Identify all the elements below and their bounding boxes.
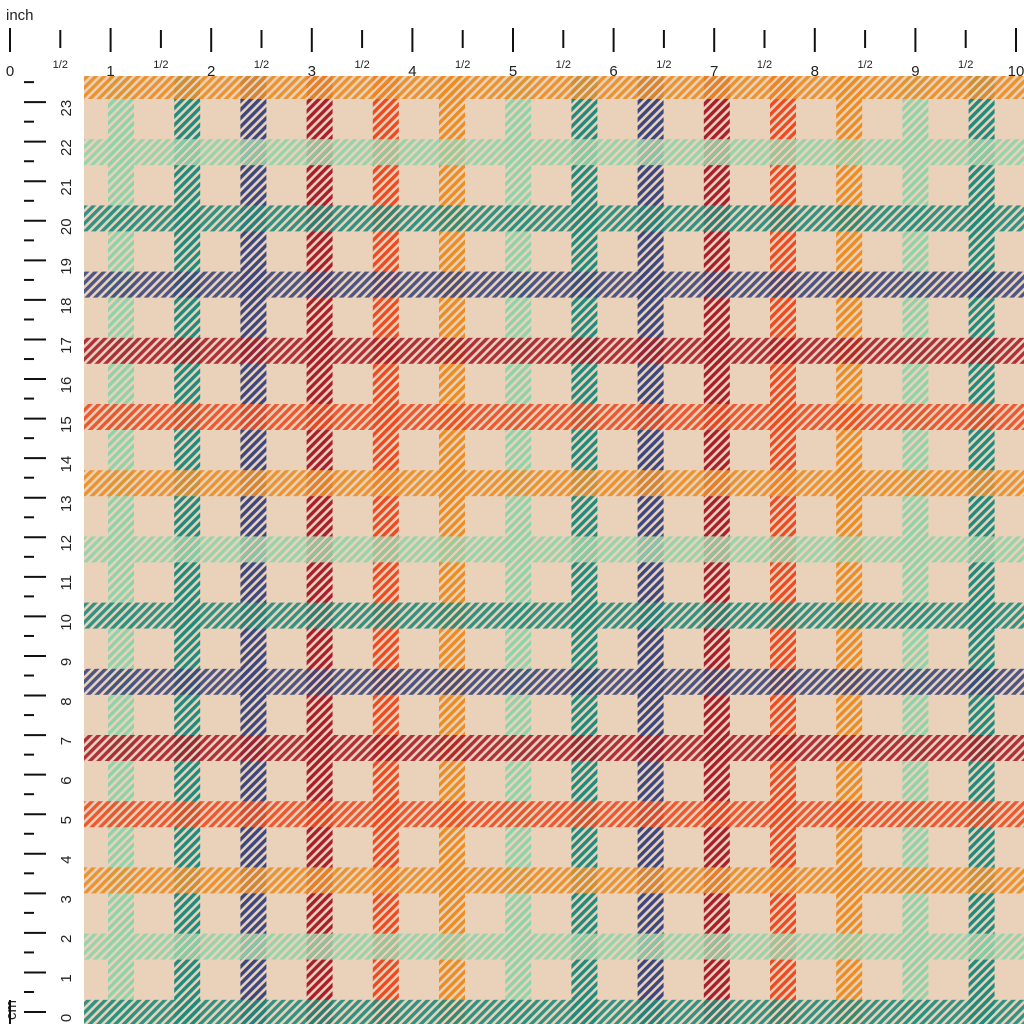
- horizontal-stripe: [84, 139, 1024, 166]
- cm-label: 21: [58, 179, 75, 196]
- horizontal-stripe: [84, 337, 1024, 364]
- fabric: [84, 76, 1024, 1024]
- horizontal-stripe: [84, 801, 1024, 828]
- cm-label: 8: [58, 697, 75, 705]
- cm-label: 12: [58, 535, 75, 552]
- horizontal-stripe: [84, 933, 1024, 960]
- cm-label: 20: [58, 218, 75, 235]
- stripes: [84, 76, 1024, 1024]
- inch-label: 1: [106, 63, 114, 80]
- horizontal-stripe: [84, 536, 1024, 563]
- inch-label: 1/2: [53, 59, 68, 71]
- inch-label: 1/2: [656, 59, 671, 71]
- inch-label: 10: [1008, 63, 1024, 80]
- cm-label: 23: [58, 100, 75, 117]
- horizontal-stripe: [84, 735, 1024, 761]
- cm-unit: cm: [3, 1000, 20, 1020]
- inch-label: 1/2: [354, 59, 369, 71]
- inch-label: 4: [408, 63, 416, 80]
- cm-label: 16: [58, 377, 75, 394]
- inch-unit: inch: [6, 7, 34, 24]
- inch-label: 1/2: [556, 59, 571, 71]
- cm-label: 22: [58, 139, 75, 156]
- horizontal-stripe: [84, 470, 1024, 497]
- inch-label: 1/2: [254, 59, 269, 71]
- horizontal-stripe: [84, 867, 1024, 894]
- cm-label: 7: [58, 737, 75, 745]
- inch-label: 0: [6, 63, 14, 80]
- horizontal-stripe: [84, 668, 1024, 695]
- cm-label: 17: [58, 337, 75, 354]
- rulers: 0 1/2 1 1/2 2 1/2 3 1/2 4 1/2 5 1/2 6 1/2 7 1/2 8 1/2 9 1/2…: [6, 28, 1024, 1024]
- inch-label: 3: [308, 63, 316, 80]
- horizontal-stripe: [84, 404, 1024, 430]
- cm-label: 18: [58, 298, 75, 315]
- cm-label: 2: [58, 935, 75, 943]
- horizontal-stripe: [84, 602, 1024, 629]
- inch-label: 1/2: [153, 59, 168, 71]
- cm-label: 13: [58, 495, 75, 512]
- cm-label: 9: [58, 658, 75, 666]
- inch-label: 6: [609, 63, 617, 80]
- cm-label: 5: [58, 816, 75, 824]
- cm-label: 11: [58, 575, 75, 591]
- cm-label: 15: [58, 416, 75, 433]
- inch-label: 9: [911, 63, 919, 80]
- horizontal-stripe: [84, 999, 1024, 1024]
- inch-label: 1/2: [455, 59, 470, 71]
- cm-label: 10: [58, 614, 75, 631]
- inch-label: 5: [509, 63, 517, 80]
- inch-label: 2: [207, 63, 215, 80]
- horizontal-stripe: [84, 271, 1024, 298]
- cm-label: 1: [58, 974, 75, 982]
- inch-label: 1/2: [757, 59, 772, 71]
- horizontal-stripe: [84, 205, 1024, 232]
- cm-label: 19: [58, 258, 75, 275]
- inch-label: 1/2: [958, 59, 973, 71]
- horizontal-stripe: [84, 76, 1024, 99]
- cm-label: 4: [58, 856, 75, 864]
- cm-label: 14: [58, 456, 75, 473]
- cm-label: 3: [58, 895, 75, 903]
- inch-label: 8: [811, 63, 819, 80]
- inch-label: 1/2: [857, 59, 872, 71]
- inch-label: 7: [710, 63, 718, 80]
- cm-label: 0: [58, 1014, 75, 1022]
- cm-label: 6: [58, 776, 75, 784]
